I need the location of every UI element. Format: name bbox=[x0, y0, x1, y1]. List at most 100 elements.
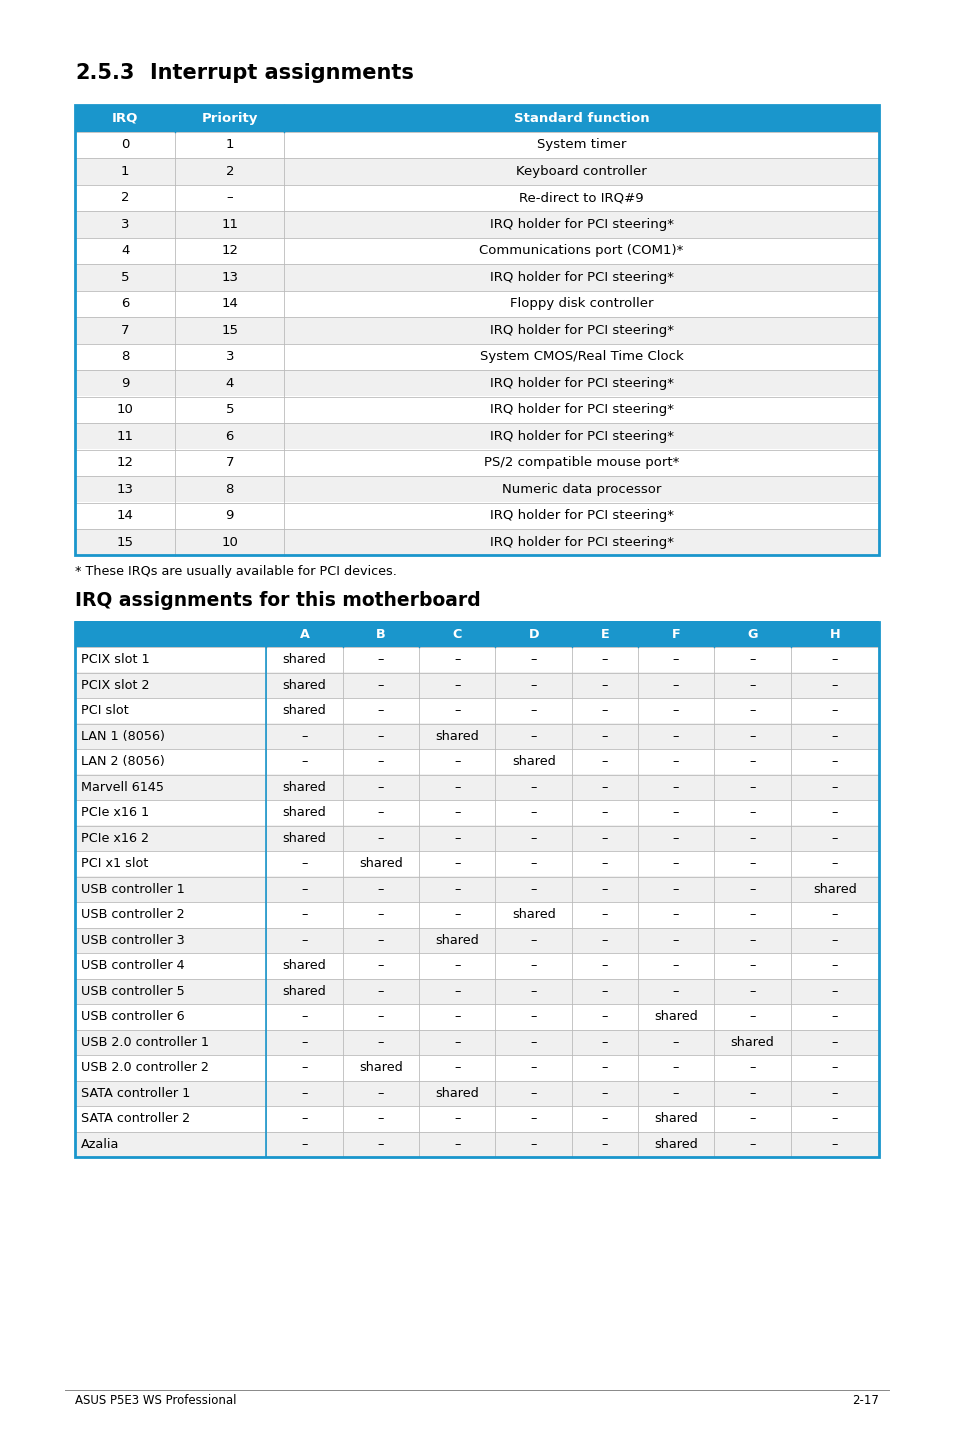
Text: C: C bbox=[452, 628, 461, 641]
Bar bbox=[75, 1080, 878, 1106]
Text: LAN 1 (8056): LAN 1 (8056) bbox=[81, 729, 165, 743]
Text: –: – bbox=[831, 679, 837, 692]
Text: 1: 1 bbox=[121, 165, 130, 178]
Text: –: – bbox=[530, 781, 537, 794]
Bar bbox=[75, 105, 878, 131]
Text: 14: 14 bbox=[221, 298, 238, 311]
Bar bbox=[75, 158, 878, 184]
Bar bbox=[75, 423, 878, 450]
Text: –: – bbox=[601, 831, 607, 844]
Text: –: – bbox=[831, 985, 837, 998]
Text: USB controller 6: USB controller 6 bbox=[81, 1011, 185, 1024]
Text: –: – bbox=[377, 1035, 384, 1048]
Text: –: – bbox=[454, 679, 460, 692]
Text: –: – bbox=[601, 679, 607, 692]
Text: System timer: System timer bbox=[537, 138, 625, 151]
Text: –: – bbox=[672, 1035, 679, 1048]
Text: –: – bbox=[530, 1112, 537, 1126]
Text: –: – bbox=[601, 933, 607, 946]
Text: –: – bbox=[831, 959, 837, 972]
Text: IRQ assignments for this motherboard: IRQ assignments for this motherboard bbox=[75, 591, 480, 611]
Text: –: – bbox=[530, 705, 537, 718]
Text: –: – bbox=[601, 1112, 607, 1126]
Text: 6: 6 bbox=[121, 298, 130, 311]
Bar bbox=[75, 290, 878, 316]
Text: –: – bbox=[672, 781, 679, 794]
Text: –: – bbox=[377, 729, 384, 743]
Text: –: – bbox=[831, 909, 837, 922]
Text: –: – bbox=[301, 729, 308, 743]
Text: shared: shared bbox=[358, 857, 402, 870]
Text: –: – bbox=[672, 755, 679, 768]
Text: Keyboard controller: Keyboard controller bbox=[516, 165, 646, 178]
Text: –: – bbox=[530, 985, 537, 998]
Bar bbox=[75, 647, 878, 673]
Text: –: – bbox=[831, 653, 837, 666]
Text: –: – bbox=[601, 807, 607, 820]
Text: 9: 9 bbox=[225, 509, 233, 522]
Text: 13: 13 bbox=[221, 270, 238, 283]
Bar bbox=[75, 370, 878, 397]
Text: shared: shared bbox=[730, 1035, 774, 1048]
Text: –: – bbox=[831, 1137, 837, 1150]
Bar bbox=[75, 211, 878, 237]
Text: –: – bbox=[748, 1112, 755, 1126]
Text: –: – bbox=[748, 807, 755, 820]
Text: –: – bbox=[454, 781, 460, 794]
Bar bbox=[75, 621, 878, 647]
Text: PCIX slot 2: PCIX slot 2 bbox=[81, 679, 150, 692]
Text: shared: shared bbox=[654, 1112, 698, 1126]
Text: IRQ holder for PCI steering*: IRQ holder for PCI steering* bbox=[489, 430, 673, 443]
Text: 3: 3 bbox=[225, 351, 233, 364]
Text: –: – bbox=[530, 831, 537, 844]
Text: Numeric data processor: Numeric data processor bbox=[501, 483, 660, 496]
Text: shared: shared bbox=[282, 985, 326, 998]
Text: 1: 1 bbox=[225, 138, 233, 151]
Text: –: – bbox=[601, 959, 607, 972]
Text: –: – bbox=[454, 1011, 460, 1024]
Text: shared: shared bbox=[282, 959, 326, 972]
Bar bbox=[75, 316, 878, 344]
Text: –: – bbox=[831, 729, 837, 743]
Text: shared: shared bbox=[282, 653, 326, 666]
Bar bbox=[75, 825, 878, 851]
Text: 8: 8 bbox=[225, 483, 233, 496]
Text: USB controller 4: USB controller 4 bbox=[81, 959, 185, 972]
Text: –: – bbox=[530, 1061, 537, 1074]
Text: –: – bbox=[377, 985, 384, 998]
Bar bbox=[75, 1004, 878, 1030]
Bar bbox=[75, 450, 878, 476]
Text: –: – bbox=[454, 705, 460, 718]
Text: –: – bbox=[377, 1137, 384, 1150]
Text: shared: shared bbox=[358, 1061, 402, 1074]
Text: 12: 12 bbox=[116, 456, 133, 469]
Bar bbox=[75, 265, 878, 290]
Text: 2-17: 2-17 bbox=[851, 1393, 878, 1406]
Text: 7: 7 bbox=[225, 456, 233, 469]
Text: IRQ holder for PCI steering*: IRQ holder for PCI steering* bbox=[489, 509, 673, 522]
Text: –: – bbox=[377, 1011, 384, 1024]
Text: –: – bbox=[301, 1087, 308, 1100]
Text: 3: 3 bbox=[121, 217, 130, 230]
Text: –: – bbox=[301, 909, 308, 922]
Text: Communications port (COM1)*: Communications port (COM1)* bbox=[478, 244, 683, 257]
Text: –: – bbox=[301, 1137, 308, 1150]
Text: G: G bbox=[746, 628, 757, 641]
Text: –: – bbox=[601, 985, 607, 998]
Text: IRQ holder for PCI steering*: IRQ holder for PCI steering* bbox=[489, 324, 673, 336]
Bar bbox=[75, 902, 878, 928]
Text: * These IRQs are usually available for PCI devices.: * These IRQs are usually available for P… bbox=[75, 565, 396, 578]
Text: USB controller 1: USB controller 1 bbox=[81, 883, 185, 896]
Text: –: – bbox=[530, 1011, 537, 1024]
Bar bbox=[75, 131, 878, 158]
Text: –: – bbox=[454, 857, 460, 870]
Text: –: – bbox=[530, 959, 537, 972]
Text: –: – bbox=[748, 985, 755, 998]
Text: –: – bbox=[377, 883, 384, 896]
Text: –: – bbox=[454, 1035, 460, 1048]
Text: –: – bbox=[301, 755, 308, 768]
Text: –: – bbox=[748, 831, 755, 844]
Text: –: – bbox=[601, 1061, 607, 1074]
Text: System CMOS/Real Time Clock: System CMOS/Real Time Clock bbox=[479, 351, 682, 364]
Text: –: – bbox=[301, 883, 308, 896]
